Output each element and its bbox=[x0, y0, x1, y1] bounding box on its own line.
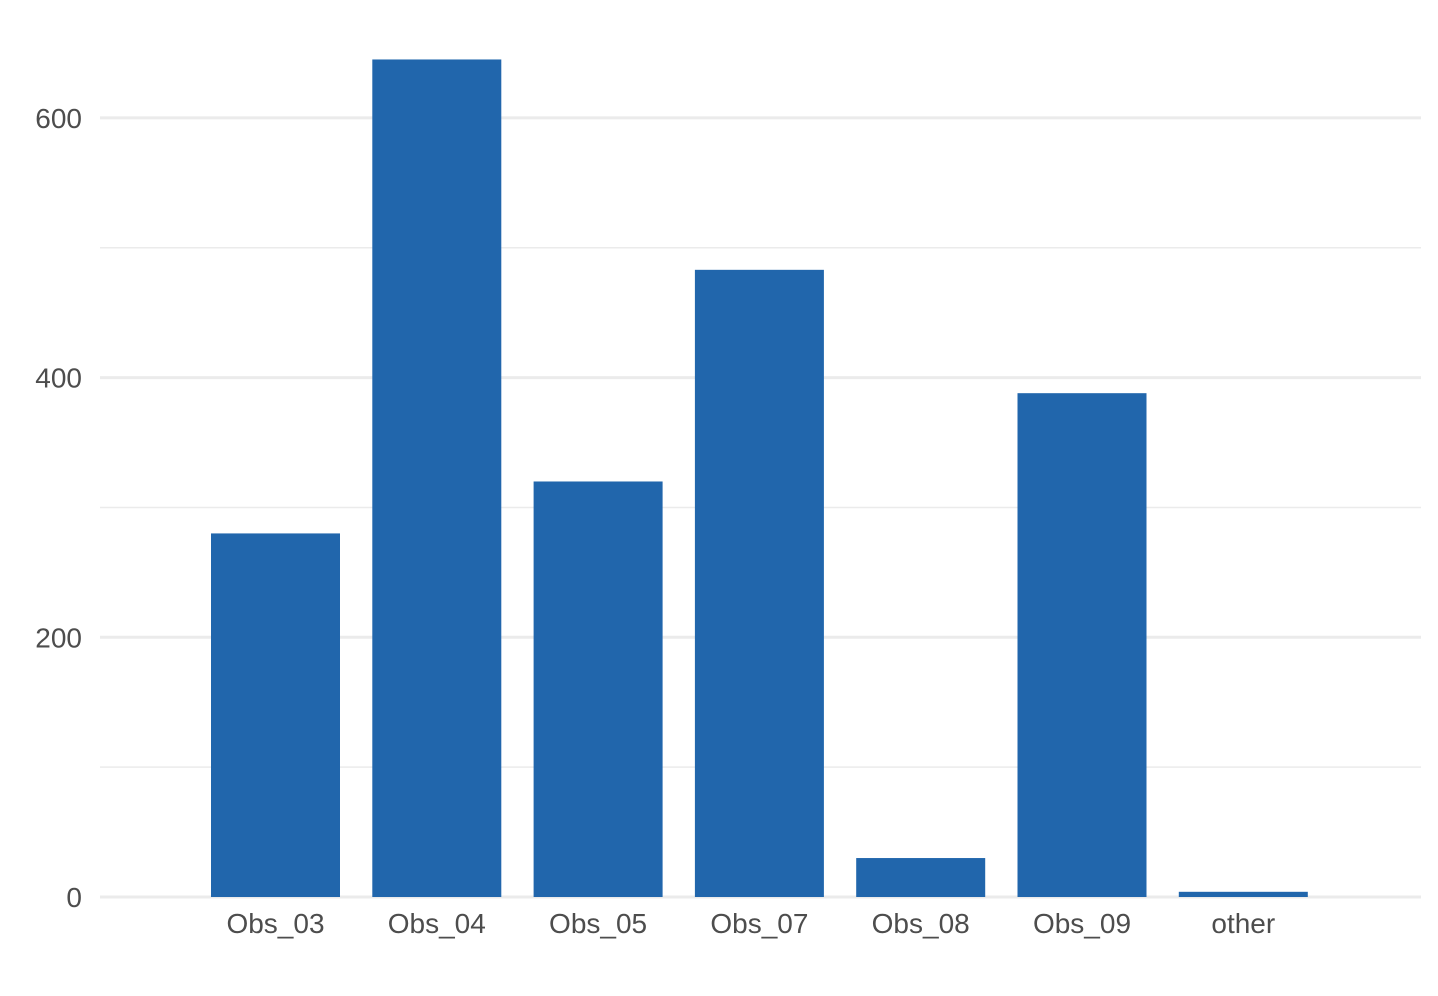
bar-obs-07 bbox=[694, 269, 824, 898]
y-tick-label: 400 bbox=[35, 363, 82, 394]
x-axis-tick-labels: Obs_03 Obs_04 Obs_05 Obs_07 Obs_08 Obs_09 othe… bbox=[226, 908, 1275, 939]
bar-obs-09 bbox=[1017, 393, 1147, 897]
x-tick-label: Obs_07 bbox=[710, 908, 808, 939]
x-tick-label: Obs_05 bbox=[549, 908, 647, 939]
bar-obs-05 bbox=[533, 481, 663, 897]
y-tick-label: 0 bbox=[66, 882, 82, 913]
bar-obs-03 bbox=[211, 533, 340, 897]
x-tick-label: Obs_04 bbox=[388, 908, 486, 939]
bar-obs-04 bbox=[372, 59, 502, 897]
x-tick-label: Obs_08 bbox=[872, 908, 970, 939]
x-tick-label: other bbox=[1211, 908, 1275, 939]
y-tick-label: 600 bbox=[35, 103, 82, 134]
x-tick-label: Obs_03 bbox=[226, 908, 324, 939]
bar-other bbox=[1178, 891, 1308, 897]
bars bbox=[211, 59, 1308, 898]
y-tick-label: 200 bbox=[35, 622, 82, 653]
x-tick-label: Obs_09 bbox=[1033, 908, 1131, 939]
bar-obs-08 bbox=[856, 858, 986, 897]
y-axis-tick-labels: 0 200 400 600 bbox=[35, 103, 82, 913]
